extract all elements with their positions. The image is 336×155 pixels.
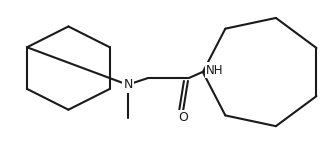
Text: N: N bbox=[123, 78, 133, 91]
Text: O: O bbox=[178, 111, 188, 124]
Text: NH: NH bbox=[206, 64, 223, 77]
